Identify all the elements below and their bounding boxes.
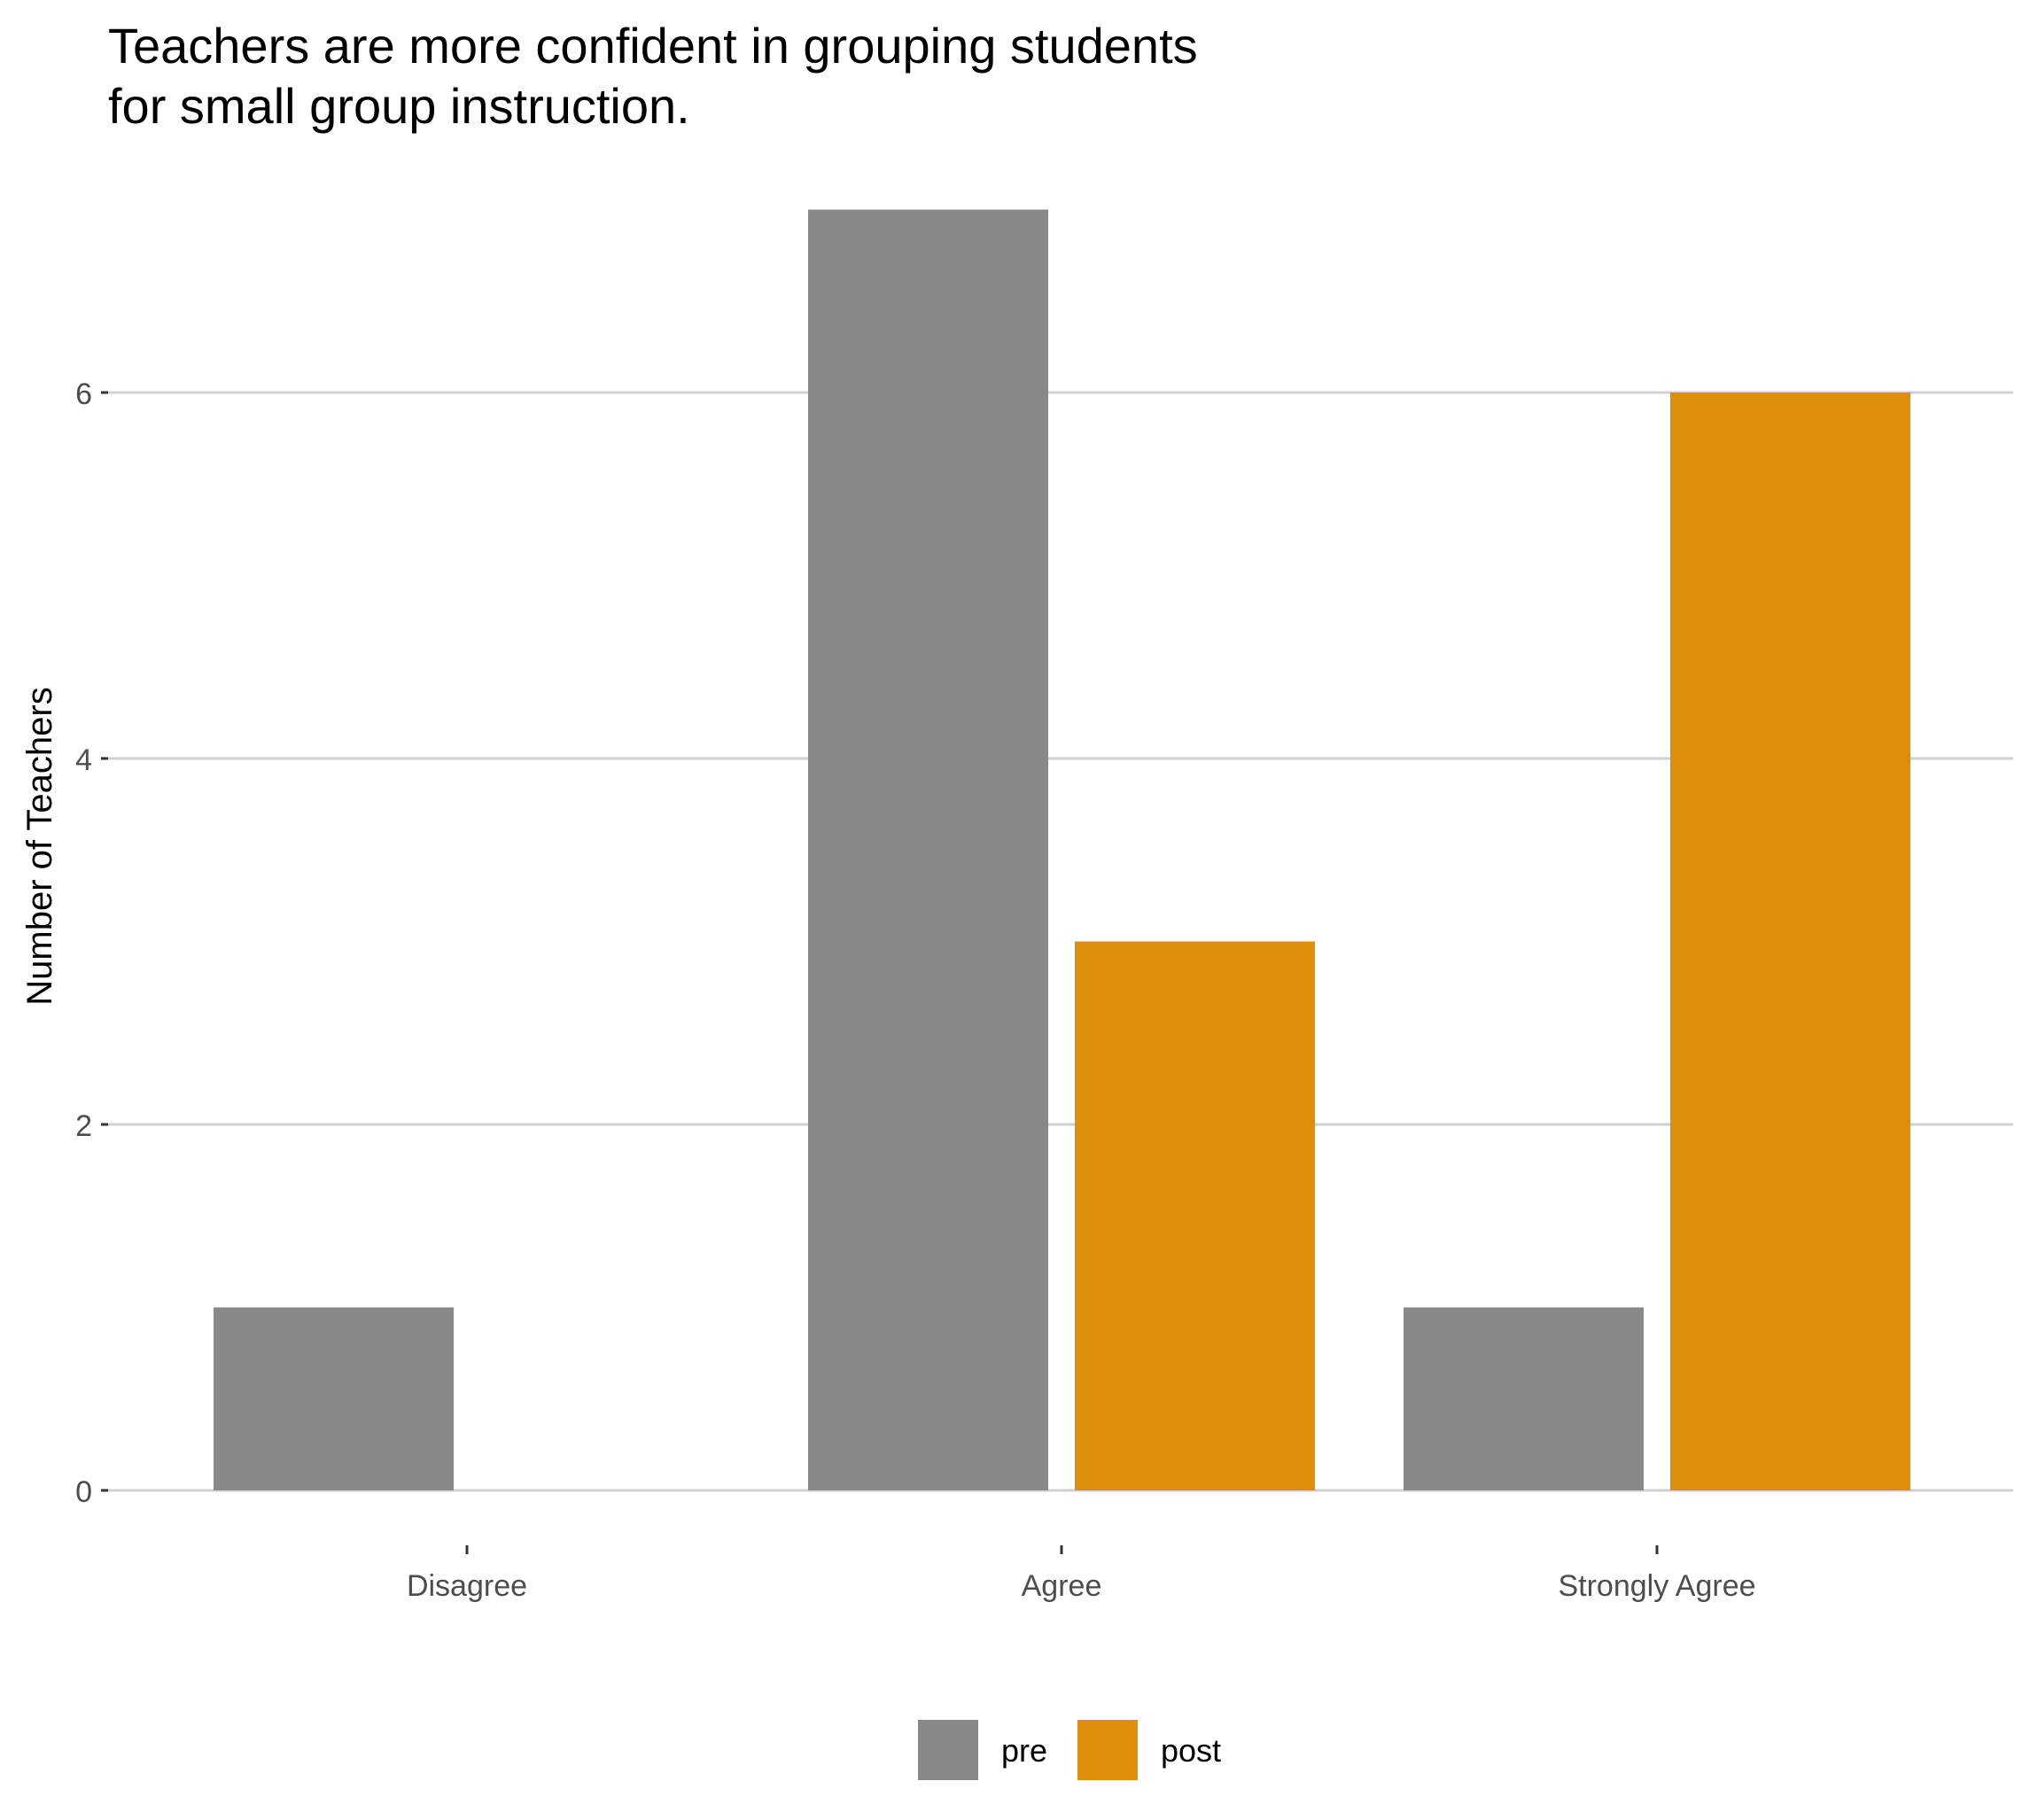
x-tick-label: Strongly Agree (1558, 1569, 1755, 1603)
bars (214, 209, 1910, 1490)
x-tick-label: Disagree (407, 1569, 527, 1603)
bar-pre (214, 1307, 454, 1490)
legend-key-post (1077, 1720, 1138, 1780)
x-tick-label: Agree (1022, 1569, 1102, 1603)
y-axis-label: Number of Teachers (20, 687, 59, 1005)
y-tick-label: 0 (75, 1475, 92, 1509)
bar-pre (808, 209, 1048, 1490)
legend-label-post: post (1161, 1732, 1221, 1769)
axes: 0 2 4 6 Disagree Agree Strongly Agree (75, 377, 1755, 1603)
bar-pre (1404, 1307, 1644, 1490)
legend-label-pre: pre (1001, 1732, 1047, 1769)
legend: pre post (918, 1720, 1221, 1780)
bar-post (1670, 393, 1910, 1490)
y-tick-label: 4 (75, 743, 92, 777)
legend-key-pre (918, 1720, 978, 1780)
y-tick-label: 6 (75, 377, 92, 411)
y-tick-label: 2 (75, 1109, 92, 1143)
chart-title: Teachers are more confident in grouping … (108, 18, 1198, 134)
bar-post (1075, 941, 1315, 1490)
